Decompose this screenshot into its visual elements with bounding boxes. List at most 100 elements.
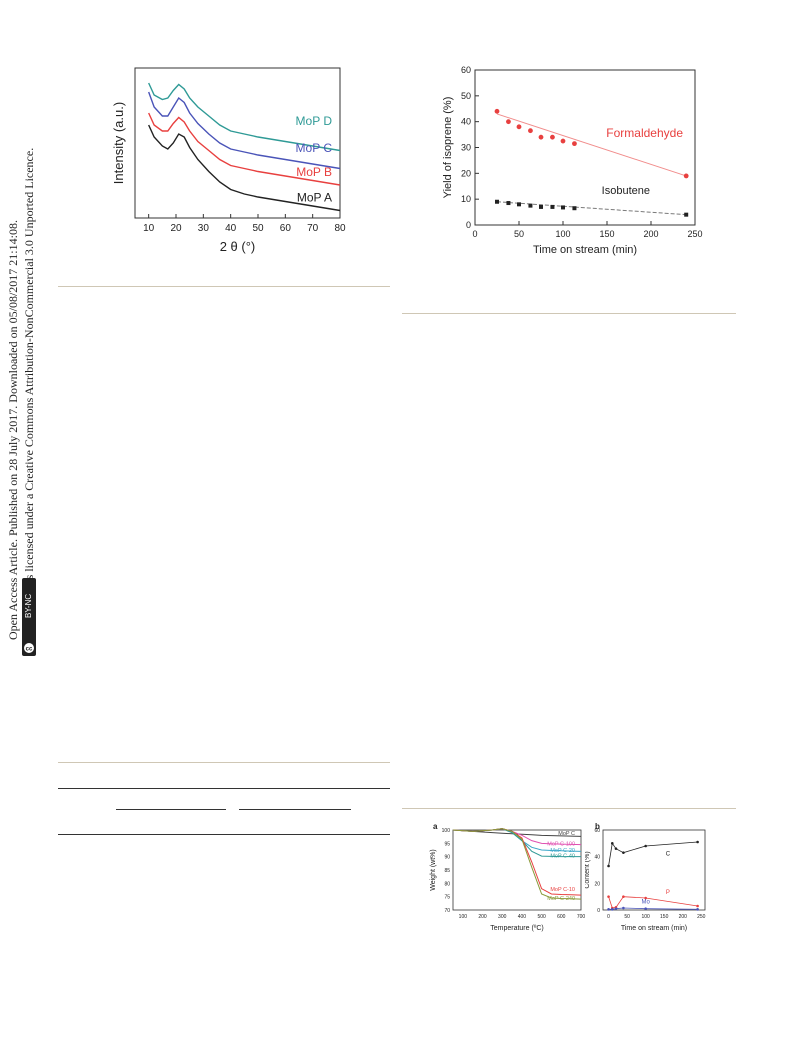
data-point: [607, 864, 610, 868]
data-point: [614, 847, 618, 850]
data-point: [683, 173, 689, 179]
y-tick-label: 75: [444, 895, 450, 901]
panel-label-a: a: [433, 822, 438, 831]
divider-right-top: [402, 313, 736, 314]
data-point: [572, 141, 577, 147]
data-point: [696, 840, 699, 844]
y-tick-label: 90: [444, 855, 450, 861]
divider-left-top: [58, 286, 390, 287]
data-point: [561, 205, 565, 210]
x-tick-label: 200: [679, 914, 688, 920]
x-tick-label: 50: [252, 223, 264, 234]
data-point: [622, 895, 625, 898]
plot-frame: [452, 829, 582, 911]
data-point: [560, 138, 566, 144]
series-label: MoP C-10: [550, 887, 575, 893]
x-tick-label: 500: [537, 914, 546, 920]
table-header-rule: [58, 834, 390, 835]
y-tick-label: 20: [461, 168, 471, 178]
series-label: MoP C-40: [550, 854, 575, 860]
data-point: [528, 203, 533, 208]
series-label: P: [666, 890, 670, 896]
x-axis-label: Time on stream (min): [533, 244, 637, 256]
y-tick-label: 80: [444, 881, 450, 887]
data-point: [607, 895, 610, 898]
series-label: C: [666, 851, 671, 857]
series-label: MoP C-100: [547, 841, 575, 847]
cc-badge-label: BY-NC: [24, 593, 33, 618]
data-point: [506, 119, 511, 125]
series-line-mop-d: [148, 82, 341, 152]
y-axis-label: Weight (wt%): [430, 849, 437, 891]
series-label-isobutene: Isobutene: [602, 185, 650, 197]
x-axis-label: 2 θ (°): [220, 239, 256, 254]
x-tick-label: 40: [225, 223, 237, 234]
series-line: [452, 828, 582, 900]
x-tick-label: 50: [624, 914, 630, 920]
xrd-chart: 10 20 30 40 50 60 70 80 2 θ (°) Intensity (a.u.) M…: [111, 67, 346, 254]
data-point: [622, 851, 625, 854]
y-tick-label: 40: [594, 855, 600, 861]
series-line: [608, 896, 698, 909]
x-tick-label: 300: [498, 914, 507, 920]
y-axis-label: Content (%): [585, 851, 591, 888]
data-point: [644, 844, 647, 848]
data-point: [607, 908, 610, 911]
x-tick-label: 80: [334, 223, 346, 234]
x-tick-label: 0: [607, 914, 610, 920]
y-tick-label: 95: [444, 841, 450, 847]
data-point: [539, 204, 543, 209]
x-tick-label: 70: [307, 223, 319, 234]
y-tick-label: 100: [442, 828, 451, 834]
x-tick-label: 50: [514, 229, 524, 239]
data-point: [684, 212, 689, 217]
data-point: [696, 908, 699, 911]
plot-frame: [602, 829, 706, 911]
x-tick-label: 150: [599, 229, 614, 239]
series-line-mop-c: [148, 91, 341, 170]
data-point: [494, 108, 500, 114]
article-sidebar: Open Access Article. Published on 28 Jul…: [0, 0, 60, 700]
panel-label-b: b: [595, 822, 600, 831]
isoprene-yield-chart: 0 50 100 150 200 250 0 10 20 30 40 50 60 Time on stre…: [442, 65, 703, 256]
y-axis-label: Yield of isoprene (%): [442, 97, 454, 199]
data-point: [614, 907, 618, 910]
x-tick-label: 10: [143, 223, 155, 234]
y-tick-label: 70: [444, 908, 450, 914]
series-label: MoP B: [296, 165, 332, 179]
x-tick-label: 150: [660, 914, 669, 920]
data-point: [610, 908, 614, 911]
x-tick-label: 0: [472, 229, 477, 239]
data-point: [622, 906, 625, 910]
table-group-rule-1: [116, 809, 226, 810]
y-tick-label: 0: [597, 908, 600, 914]
x-tick-label: 20: [170, 223, 182, 234]
table-group-rule-2: [239, 809, 351, 810]
series-label: Mo: [641, 899, 650, 905]
data-point: [644, 896, 647, 900]
y-tick-label: 20: [594, 881, 600, 887]
series-label-formaldehyde: Formaldehyde: [606, 126, 683, 140]
data-point: [550, 134, 555, 140]
cc-license-badge[interactable]: cc BY-NC: [22, 578, 36, 656]
sidebar-line-1: Open Access Article. Published on 28 Jul…: [6, 220, 20, 640]
data-point: [572, 206, 577, 211]
x-tick-label: 100: [555, 229, 570, 239]
y-tick-label: 10: [461, 194, 471, 204]
series-label: MoP C-20: [550, 848, 575, 854]
data-point: [506, 201, 511, 206]
data-point: [644, 907, 647, 910]
x-tick-label: 200: [643, 229, 658, 239]
y-tick-label: 60: [594, 828, 600, 834]
data-point: [538, 134, 544, 140]
cc-icon: cc: [23, 642, 35, 654]
trend-line: [496, 113, 687, 177]
x-tick-label: 60: [280, 223, 292, 234]
x-axis-label: Time on stream (min): [621, 925, 687, 932]
trend-line: [496, 201, 687, 216]
series-label: MoP A: [297, 191, 332, 205]
data-point: [696, 904, 699, 908]
table-top-rule: [58, 788, 390, 789]
data-point: [517, 202, 521, 207]
data-point: [516, 124, 522, 130]
